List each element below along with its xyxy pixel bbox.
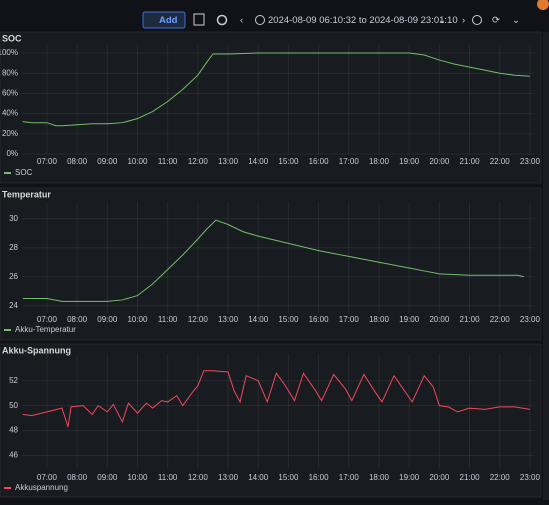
x-tick-label: 09:00	[97, 473, 118, 482]
x-tick-label: 17:00	[339, 315, 360, 324]
series-line	[22, 370, 530, 428]
x-tick-label: 23:00	[520, 315, 541, 324]
x-tick-label: 15:00	[278, 315, 299, 324]
plot: 46 48 50 52 07:00 08:00 09:00 10:00 11:00 12:00 13…	[9, 354, 540, 482]
save-icon[interactable]	[193, 13, 205, 26]
refresh-caret[interactable]: ⌄	[512, 15, 520, 26]
y-tick-label: 24	[9, 301, 18, 310]
x-tick-label: 12:00	[188, 157, 209, 166]
plot: 0% 20% 40% 60% 80% 100% 07:00 08:00 09:00 10:00 11…	[0, 45, 540, 166]
x-tick-label: 20:00	[429, 473, 450, 482]
panel	[0, 31, 542, 184]
time-range[interactable]: 2024-08-09 06:10:32 to 2024-08-09 23:01:…	[268, 15, 458, 26]
scrollbar	[543, 32, 549, 500]
x-tick-label: 22:00	[490, 315, 511, 324]
x-tick-label: 11:00	[158, 473, 178, 482]
add-label[interactable]: Add	[159, 15, 178, 26]
y-tick-label: 48	[9, 426, 18, 435]
series-line	[22, 219, 524, 302]
x-tick-label: 19:00	[399, 157, 420, 166]
x-tick-label: 23:00	[520, 157, 541, 166]
prev-range[interactable]: ‹	[240, 15, 243, 26]
x-tick-label: 13:00	[218, 473, 239, 482]
y-tick-label: 100%	[0, 48, 18, 57]
x-tick-label: 13:00	[218, 315, 239, 324]
x-tick-label: 17:00	[339, 473, 360, 482]
x-tick-label: 18:00	[369, 473, 390, 482]
x-tick-label: 16:00	[309, 473, 330, 482]
x-tick-label: 07:00	[37, 315, 58, 324]
y-tick-label: 80%	[2, 68, 18, 77]
refresh-icon[interactable]: ⟳	[492, 15, 501, 26]
panel	[0, 343, 542, 498]
x-tick-label: 22:00	[490, 473, 511, 482]
avatar[interactable]	[537, 0, 549, 10]
legend-swatch	[4, 172, 11, 174]
x-tick-label: 20:00	[429, 157, 450, 166]
y-tick-label: 50	[9, 401, 18, 410]
legend-label: Akkuspannung	[15, 483, 68, 492]
panel	[0, 187, 542, 341]
next-range[interactable]: ›	[462, 15, 465, 26]
x-tick-label: 19:00	[399, 315, 420, 324]
x-tick-label: 08:00	[67, 473, 88, 482]
add-button[interactable]	[142, 11, 186, 29]
time-range-caret[interactable]: ⌄	[438, 15, 446, 26]
x-tick-label: 08:00	[67, 315, 88, 324]
x-tick-label: 10:00	[127, 315, 148, 324]
x-tick-label: 07:00	[37, 473, 58, 482]
x-tick-label: 21:00	[460, 157, 481, 166]
y-tick-label: 20%	[2, 129, 18, 138]
legend-label: Akku-Temperatur	[15, 325, 76, 334]
x-tick-label: 14:00	[248, 315, 269, 324]
x-tick-label: 23:00	[520, 473, 541, 482]
panel-title: Akku-Spannung	[2, 345, 71, 355]
y-tick-label: 28	[9, 243, 18, 252]
y-tick-label: 40%	[2, 109, 18, 118]
x-tick-label: 11:00	[158, 315, 178, 324]
panel-title: SOC	[2, 33, 22, 43]
x-tick-label: 10:00	[127, 473, 148, 482]
x-tick-label: 15:00	[278, 157, 299, 166]
x-tick-label: 12:00	[188, 473, 209, 482]
clock-icon	[255, 15, 265, 25]
x-tick-label: 12:00	[188, 315, 209, 324]
y-tick-label: 52	[9, 376, 18, 385]
y-tick-label: 60%	[2, 89, 18, 98]
x-tick-label: 21:00	[460, 473, 481, 482]
y-tick-label: 30	[9, 214, 18, 223]
x-tick-label: 13:00	[218, 157, 239, 166]
x-tick-label: 16:00	[309, 157, 330, 166]
settings-icon[interactable]	[216, 14, 228, 26]
x-tick-label: 18:00	[369, 157, 390, 166]
x-tick-label: 19:00	[399, 473, 420, 482]
x-tick-label: 14:00	[248, 157, 269, 166]
x-tick-label: 14:00	[248, 473, 269, 482]
y-tick-label: 26	[9, 272, 18, 281]
x-tick-label: 08:00	[67, 157, 88, 166]
x-tick-label: 21:00	[460, 315, 481, 324]
x-tick-label: 17:00	[339, 157, 360, 166]
x-tick-label: 20:00	[429, 315, 450, 324]
x-tick-label: 10:00	[127, 157, 148, 166]
y-tick-label: 46	[9, 451, 18, 460]
x-tick-label: 18:00	[369, 315, 390, 324]
y-tick-label: 0%	[6, 149, 18, 158]
toolbar	[0, 0, 549, 32]
x-tick-label: 09:00	[97, 157, 118, 166]
x-tick-label: 09:00	[97, 315, 118, 324]
x-tick-label: 15:00	[278, 473, 299, 482]
legend-label: SOC	[15, 168, 33, 177]
x-tick-label: 07:00	[37, 157, 58, 166]
legend-swatch	[4, 487, 11, 489]
x-tick-label: 11:00	[158, 157, 178, 166]
zoom-out[interactable]	[472, 15, 482, 25]
x-tick-label: 16:00	[309, 315, 330, 324]
series-line	[22, 52, 530, 127]
panel-title: Temperatur	[2, 189, 51, 199]
plot: 24 26 28 30 07:00 08:00 09:00 10:00 11:00 12:00 13…	[9, 202, 540, 324]
legend-swatch	[4, 329, 11, 331]
x-tick-label: 22:00	[490, 157, 511, 166]
